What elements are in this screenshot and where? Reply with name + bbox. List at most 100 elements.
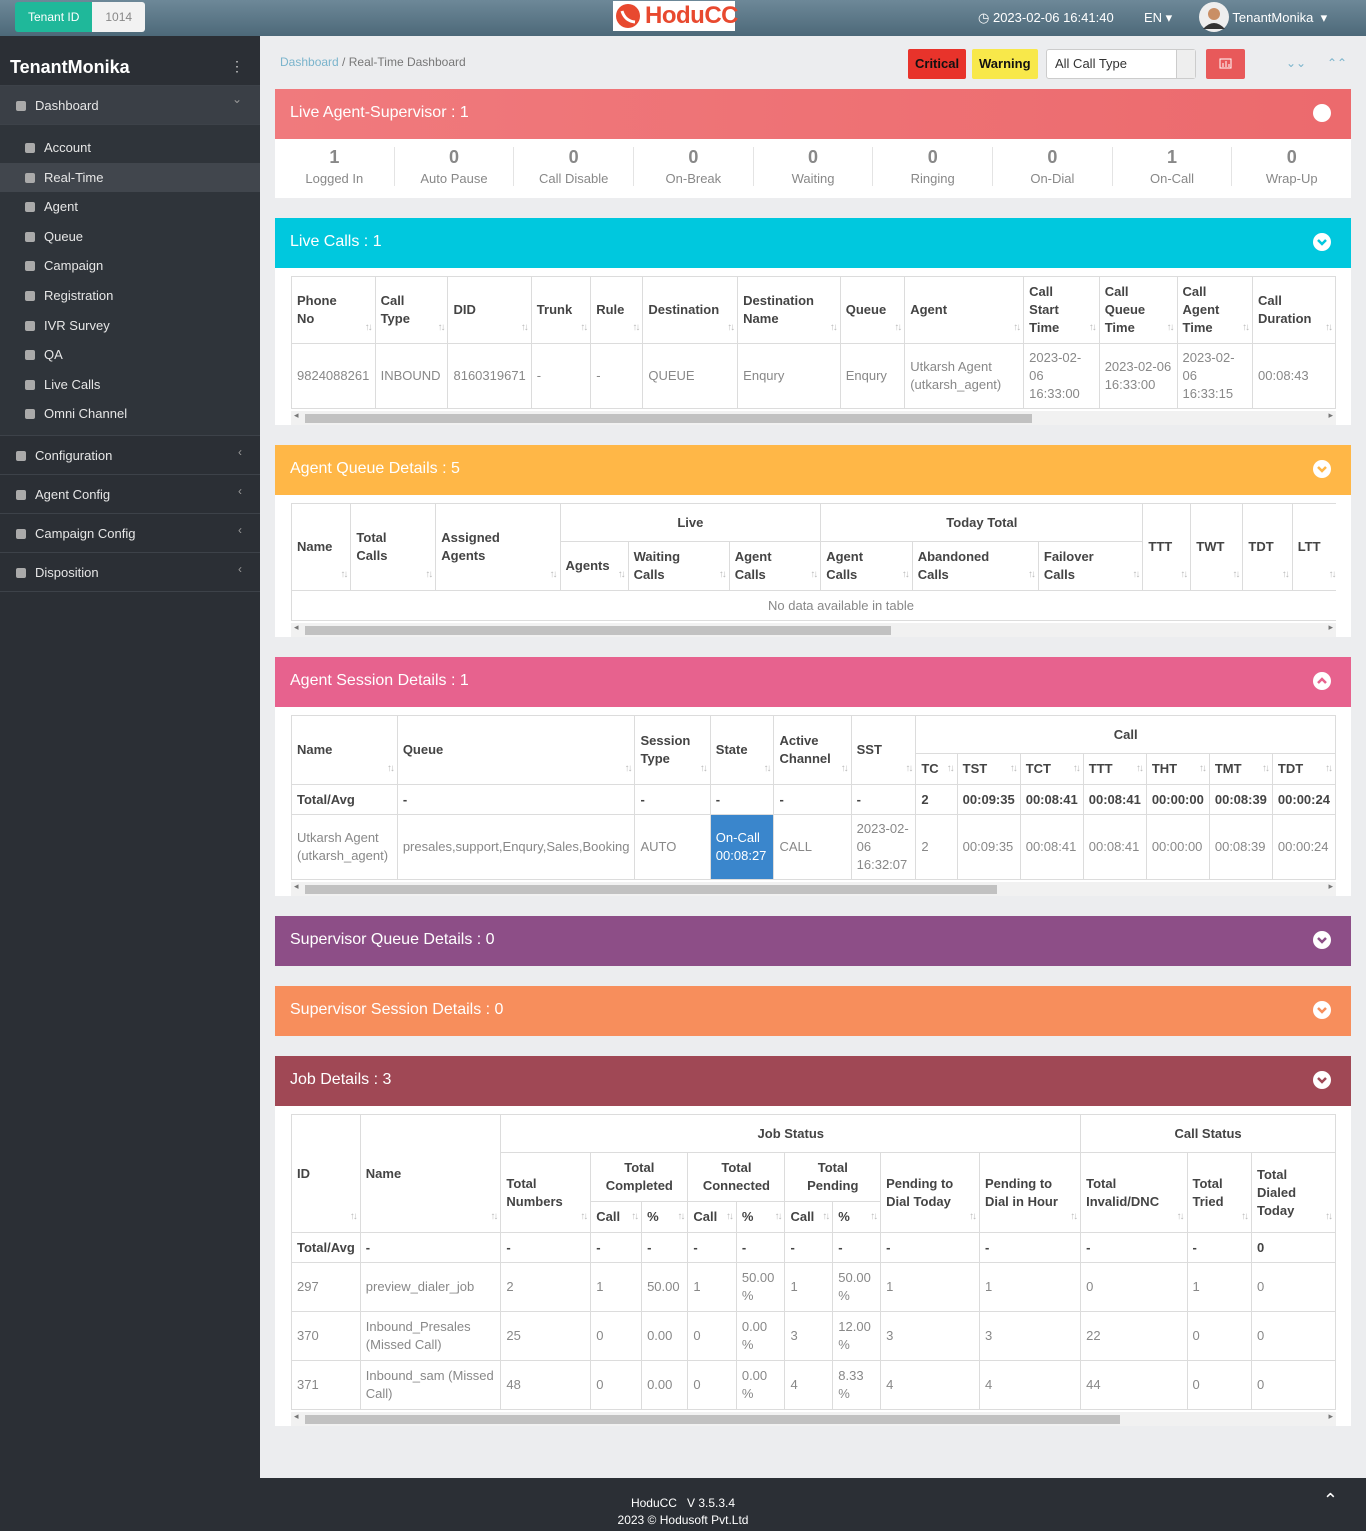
header-row: AgentsWaiting CallsAgent CallsAgent Call… [292,541,1337,591]
column-header[interactable]: Destination [642,276,739,344]
column-header[interactable]: Phone No [291,276,376,344]
column-header[interactable]: TST [956,753,1021,785]
column-header[interactable]: TTT [1142,503,1192,591]
table-cell: AUTO [634,814,711,880]
column-header[interactable]: Queue [839,276,906,344]
column-header[interactable]: Pending to Dial Today [880,1152,980,1233]
stat-value: 1 [1167,147,1178,167]
column-header[interactable]: Trunk [530,276,592,344]
column-header[interactable]: Total Numbers [500,1152,592,1233]
column-header[interactable]: TDT [1242,503,1293,591]
column-header[interactable]: THT [1145,753,1210,785]
column-header[interactable]: Agents [559,541,629,591]
menu-item[interactable]: Configuration [0,433,260,475]
table-cell: - [880,1232,980,1263]
menu-item[interactable]: Disposition [0,550,260,592]
column-header[interactable]: Name [291,715,398,785]
submenu-item[interactable]: IVR Survey [0,311,260,341]
column-header[interactable]: Agent [904,276,1025,344]
column-header[interactable]: ID [291,1114,361,1233]
column-header[interactable]: LTT [1291,503,1336,591]
column-header[interactable]: TDT [1271,753,1336,785]
menu-item[interactable]: Agent Config [0,472,260,514]
datetime: 2023-02-06 16:41:40 [992,10,1114,25]
toggle-icon [1313,1001,1331,1019]
menu-item[interactable]: Dashboard [0,80,260,125]
column-header[interactable]: Agent Calls [728,541,822,591]
table-body: Total/Avg - - - - - - - - - - - -0 297 preview_dialer_… [291,1232,1336,1410]
submenu-item[interactable]: QA [0,340,260,370]
panel-header[interactable]: Job Details : 3 [275,1056,1351,1106]
column-header[interactable]: TC [915,753,958,785]
column-header[interactable]: Rule [590,276,644,344]
column-header[interactable]: Call Type [374,276,449,344]
panel-header[interactable]: Live Calls : 1 [275,218,1351,268]
stat-label: On-Dial [1030,171,1075,186]
submenu-item[interactable]: Omni Channel [0,399,260,429]
column-header[interactable]: Session Type [634,715,711,785]
submenu-item[interactable]: Campaign [0,251,260,281]
submenu-item[interactable]: Registration [0,281,260,311]
panel-header[interactable]: Agent Queue Details : 5 [275,445,1351,495]
table-cell: Utkarsh Agent (utkarsh_agent) [904,343,1025,409]
column-header[interactable]: Call [784,1201,834,1233]
submenu-item[interactable]: Account [0,133,260,163]
column-header[interactable]: Call Start Time [1023,276,1100,344]
column-header[interactable]: Total Invalid/DNC [1080,1152,1188,1233]
warning-button[interactable]: Warning [972,49,1038,79]
column-header[interactable]: Call Agent Time [1176,276,1254,344]
table-cell: 1 [590,1262,643,1312]
column-header[interactable]: Queue [396,715,636,785]
menu-item[interactable]: Campaign Config [0,511,260,553]
column-header[interactable]: Call Queue Time [1098,276,1178,344]
column-header[interactable]: TCT [1019,753,1084,785]
column-header[interactable]: Pending to Dial in Hour [978,1152,1082,1233]
sidebar-toggle[interactable]: ⋮ [230,58,244,74]
column-header[interactable]: Name [359,1114,502,1233]
column-header[interactable]: Call [590,1201,643,1233]
column-header[interactable]: TTT [1082,753,1147,785]
user-menu[interactable]: TenantMonika ▾ [1199,0,1327,36]
critical-button[interactable]: Critical [908,49,967,79]
column-header[interactable]: Destination Name [737,276,841,344]
column-header[interactable]: Name [291,503,352,591]
stat: 0 Waiting [752,147,873,186]
column-header[interactable]: Active Channel [773,715,852,785]
expand-all[interactable]: ⌃⌃ [1327,56,1348,70]
collapse-all[interactable]: ⌄⌄ [1286,56,1307,70]
panel-header[interactable]: Supervisor Session Details : 0 [275,986,1351,1036]
column-header[interactable]: Call Duration [1252,276,1336,344]
column-header[interactable]: Total Dialed Today [1251,1152,1336,1233]
language[interactable]: EN ▾ [1144,10,1173,25]
breadcrumb-link[interactable]: Dashboard [280,55,339,69]
column-header[interactable]: Abandoned Calls [911,541,1039,591]
column-header[interactable]: Total Tried [1186,1152,1253,1233]
panel-header[interactable]: Agent Session Details : 1 [275,657,1351,707]
column-header[interactable]: Agent Calls [820,541,913,591]
column-header[interactable]: Total Calls [350,503,437,591]
call-type-select[interactable]: All Call Type [1046,49,1196,79]
submenu-item[interactable]: Agent [0,192,260,222]
column-header[interactable]: Waiting Calls [627,541,730,591]
table-cell: Inbound_sam (Missed Call) [359,1360,502,1410]
column-header[interactable]: Failover Calls [1037,541,1144,591]
column-header[interactable]: TWT [1190,503,1244,591]
column-header[interactable]: % [735,1201,786,1233]
column-header[interactable]: Call [687,1201,737,1233]
submenu-item[interactable]: Live Calls [0,370,260,400]
column-header[interactable]: TMT [1208,753,1273,785]
column-header[interactable]: DID [447,276,532,344]
scroll-top[interactable]: ⌃ [1322,1490,1338,1510]
column-header[interactable]: % [641,1201,689,1233]
column-header[interactable]: % [832,1201,882,1233]
panel-header[interactable]: Supervisor Queue Details : 0 [275,916,1351,966]
submenu-item[interactable]: Real-Time [0,162,260,193]
chart-button[interactable] [1206,49,1245,79]
toggle-icon [1313,672,1331,690]
panel-header[interactable]: Live Agent-Supervisor : 1 [275,89,1351,139]
column-header[interactable]: Assigned Agents [435,503,561,591]
column-header[interactable]: SST [850,715,917,785]
submenu-item[interactable]: Queue [0,222,260,252]
column-header[interactable]: State [709,715,775,785]
menu-icon [25,320,35,331]
